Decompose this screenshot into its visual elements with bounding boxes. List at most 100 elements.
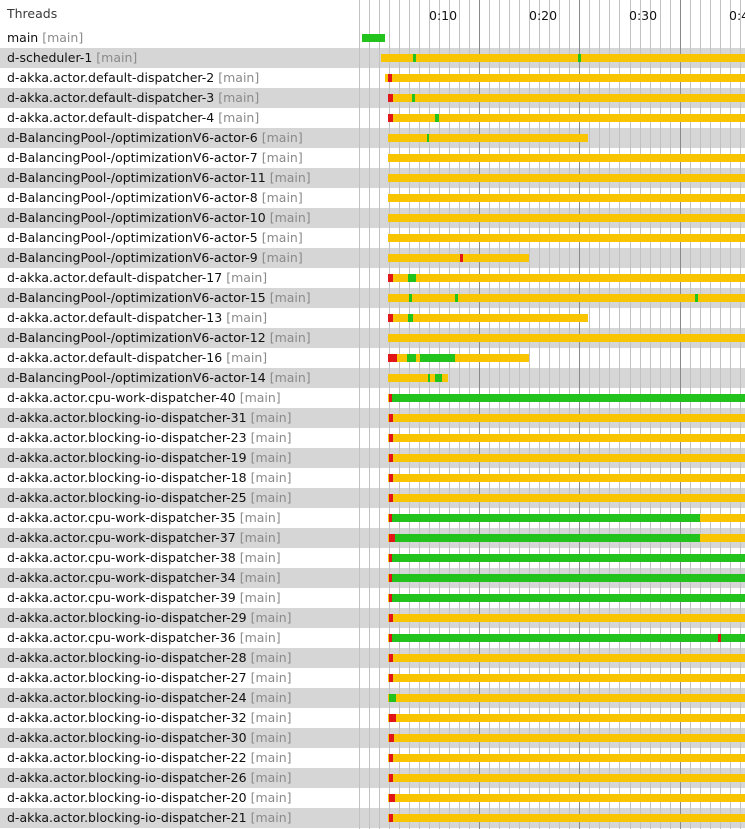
thread-row-label[interactable]: d-akka.actor.cpu-work-dispatcher-34 [mai… — [0, 568, 353, 588]
thread-row-label[interactable]: d-scheduler-1 [main] — [0, 48, 353, 68]
thread-state-bar-waiting[interactable] — [388, 374, 449, 382]
thread-row-label[interactable]: d-akka.actor.blocking-io-dispatcher-20 [… — [0, 788, 353, 808]
thread-state-bar-waiting[interactable] — [388, 274, 745, 282]
thread-state-bar-blocked[interactable] — [389, 474, 393, 482]
thread-state-bar-waiting[interactable] — [388, 294, 745, 302]
thread-state-bar-running[interactable] — [362, 34, 385, 42]
thread-state-bar-blocked[interactable] — [389, 394, 392, 402]
thread-row-label[interactable]: d-akka.actor.blocking-io-dispatcher-29 [… — [0, 608, 353, 628]
thread-state-bar-blocked[interactable] — [389, 594, 392, 602]
thread-state-bar-running[interactable] — [407, 354, 417, 362]
thread-state-bar-blocked[interactable] — [389, 754, 393, 762]
thread-row-label[interactable]: d-akka.actor.blocking-io-dispatcher-23 [… — [0, 428, 353, 448]
thread-state-bar-blocked[interactable] — [460, 254, 464, 262]
thread-row-label[interactable]: d-BalancingPool-/optimizationV6-actor-9 … — [0, 248, 353, 268]
thread-row-label[interactable]: d-akka.actor.default-dispatcher-3 [main] — [0, 88, 353, 108]
thread-state-bar-running[interactable] — [427, 134, 430, 142]
thread-state-bar-waiting[interactable] — [388, 814, 745, 822]
thread-state-bar-waiting[interactable] — [388, 194, 745, 202]
thread-row-label[interactable]: d-akka.actor.blocking-io-dispatcher-18 [… — [0, 468, 353, 488]
thread-state-bar-waiting[interactable] — [388, 474, 745, 482]
thread-state-bar-running[interactable] — [420, 354, 456, 362]
thread-state-bar-blocked[interactable] — [389, 414, 393, 422]
thread-state-bar-blocked[interactable] — [389, 794, 395, 802]
thread-state-bar-running[interactable] — [413, 54, 417, 62]
thread-state-bar-waiting[interactable] — [388, 494, 745, 502]
thread-state-bar-waiting[interactable] — [388, 734, 745, 742]
thread-state-bar-blocked[interactable] — [389, 434, 393, 442]
thread-state-bar-blocked[interactable] — [389, 454, 393, 462]
thread-state-bar-running[interactable] — [455, 294, 459, 302]
thread-state-bar-waiting[interactable] — [388, 654, 745, 662]
thread-state-bar-blocked[interactable] — [389, 614, 393, 622]
thread-state-bar-running[interactable] — [578, 54, 582, 62]
thread-state-bar-blocked[interactable] — [388, 354, 397, 362]
thread-row-label[interactable]: d-akka.actor.default-dispatcher-4 [main] — [0, 108, 353, 128]
thread-row-label[interactable]: d-BalancingPool-/optimizationV6-actor-8 … — [0, 188, 353, 208]
thread-row-label[interactable]: d-akka.actor.blocking-io-dispatcher-25 [… — [0, 488, 353, 508]
thread-state-bar-blocked[interactable] — [389, 574, 392, 582]
thread-row-label[interactable]: d-akka.actor.default-dispatcher-2 [main] — [0, 68, 353, 88]
thread-row-label[interactable]: d-BalancingPool-/optimizationV6-actor-7 … — [0, 148, 353, 168]
thread-row-label[interactable]: main [main] — [0, 28, 353, 48]
thread-state-bar-blocked[interactable] — [389, 514, 392, 522]
thread-state-bar-blocked[interactable] — [389, 654, 393, 662]
thread-state-bar-waiting[interactable] — [388, 134, 589, 142]
thread-state-bar-running[interactable] — [428, 374, 431, 382]
thread-state-bar-waiting[interactable] — [388, 674, 745, 682]
thread-row-label[interactable]: d-akka.actor.blocking-io-dispatcher-21 [… — [0, 808, 353, 828]
thread-state-bar-running[interactable] — [392, 634, 745, 642]
thread-row-label[interactable]: d-BalancingPool-/optimizationV6-actor-14… — [0, 368, 353, 388]
thread-state-bar-waiting[interactable] — [388, 114, 745, 122]
thread-row-label[interactable]: d-akka.actor.blocking-io-dispatcher-32 [… — [0, 708, 353, 728]
thread-state-bar-running[interactable] — [392, 554, 745, 562]
thread-state-bar-running[interactable] — [392, 594, 745, 602]
thread-row-label[interactable]: d-akka.actor.cpu-work-dispatcher-40 [mai… — [0, 388, 353, 408]
thread-row-label[interactable]: d-BalancingPool-/optimizationV6-actor-15… — [0, 288, 353, 308]
thread-state-bar-blocked[interactable] — [389, 554, 392, 562]
thread-state-bar-waiting[interactable] — [388, 174, 745, 182]
thread-state-bar-blocked[interactable] — [717, 634, 721, 642]
thread-timeline-panel[interactable]: 0:10 0:20 0:30 0:4 — [353, 0, 745, 829]
thread-state-bar-waiting[interactable] — [388, 454, 745, 462]
thread-state-bar-waiting[interactable] — [388, 254, 530, 262]
thread-state-bar-waiting[interactable] — [388, 94, 745, 102]
thread-row-label[interactable]: d-akka.actor.cpu-work-dispatcher-37 [mai… — [0, 528, 353, 548]
thread-row-label[interactable]: d-akka.actor.default-dispatcher-17 [main… — [0, 268, 353, 288]
thread-row-label[interactable]: d-akka.actor.blocking-io-dispatcher-26 [… — [0, 768, 353, 788]
thread-state-bar-blocked[interactable] — [389, 494, 393, 502]
thread-state-bar-blocked[interactable] — [389, 534, 395, 542]
thread-row-label[interactable]: d-akka.actor.blocking-io-dispatcher-22 [… — [0, 748, 353, 768]
thread-row-label[interactable]: d-akka.actor.blocking-io-dispatcher-28 [… — [0, 648, 353, 668]
thread-state-bar-blocked[interactable] — [389, 814, 393, 822]
thread-state-bar-running[interactable] — [412, 94, 416, 102]
thread-state-bar-waiting[interactable] — [388, 214, 745, 222]
thread-row-label[interactable]: d-BalancingPool-/optimizationV6-actor-6 … — [0, 128, 353, 148]
thread-state-bar-running[interactable] — [389, 694, 396, 702]
thread-state-bar-blocked[interactable] — [389, 674, 393, 682]
thread-row-label[interactable]: d-akka.actor.default-dispatcher-16 [main… — [0, 348, 353, 368]
thread-state-bar-blocked[interactable] — [388, 274, 393, 282]
thread-names-panel[interactable]: Threads main [main] d-scheduler-1 [main] d… — [0, 0, 353, 829]
thread-row-label[interactable]: d-akka.actor.default-dispatcher-13 [main… — [0, 308, 353, 328]
thread-state-bar-running[interactable] — [392, 394, 745, 402]
thread-state-bar-running[interactable] — [408, 274, 417, 282]
thread-row-label[interactable]: d-BalancingPool-/optimizationV6-actor-12… — [0, 328, 353, 348]
thread-state-bar-blocked[interactable] — [388, 114, 393, 122]
thread-state-bar-waiting[interactable] — [388, 314, 589, 322]
thread-state-bar-waiting[interactable] — [388, 434, 745, 442]
thread-state-bar-waiting[interactable] — [388, 334, 745, 342]
thread-state-bar-blocked[interactable] — [389, 774, 393, 782]
thread-state-bar-waiting[interactable] — [388, 354, 530, 362]
thread-state-bar-running[interactable] — [435, 114, 440, 122]
thread-row-label[interactable]: d-BalancingPool-/optimizationV6-actor-10… — [0, 208, 353, 228]
thread-state-bar-waiting[interactable] — [388, 154, 745, 162]
thread-state-bar-running[interactable] — [694, 294, 698, 302]
thread-state-bar-blocked[interactable] — [388, 74, 392, 82]
thread-state-bar-running[interactable] — [409, 294, 413, 302]
thread-row-label[interactable]: d-akka.actor.blocking-io-dispatcher-27 [… — [0, 668, 353, 688]
thread-row-label[interactable]: d-BalancingPool-/optimizationV6-actor-5 … — [0, 228, 353, 248]
thread-state-bar-waiting[interactable] — [381, 54, 745, 62]
thread-state-bar-waiting[interactable] — [388, 414, 745, 422]
thread-row-label[interactable]: d-BalancingPool-/optimizationV6-actor-11… — [0, 168, 353, 188]
